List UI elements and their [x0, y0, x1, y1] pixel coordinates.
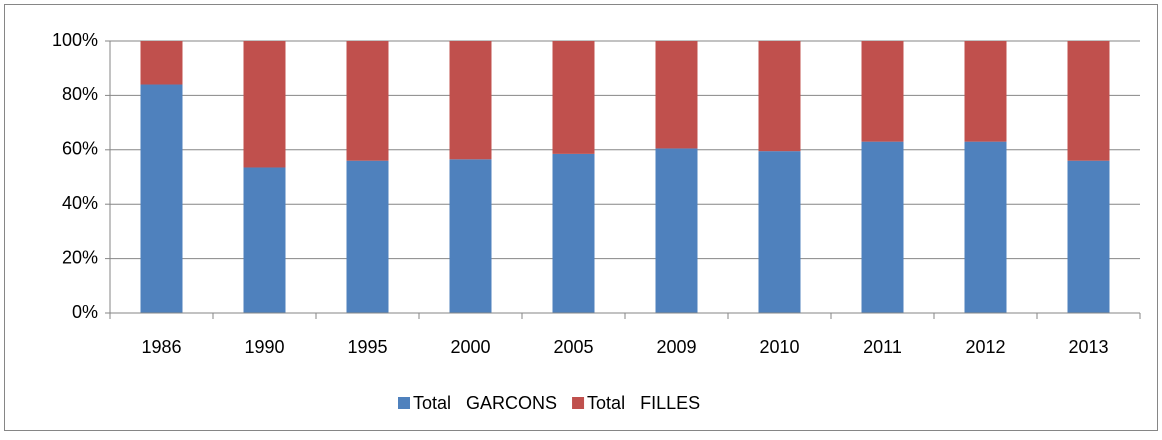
bar-segment [1067, 41, 1110, 161]
y-tick-label: 20% [62, 247, 98, 267]
bar-segment [861, 41, 904, 142]
x-tick-label: 1995 [347, 337, 387, 357]
x-tick-label: 2013 [1068, 337, 1108, 357]
bar-segment [655, 148, 698, 313]
legend-swatch [572, 397, 585, 409]
y-tick-label: 40% [62, 193, 98, 213]
y-tick-label: 80% [62, 84, 98, 104]
legend-label: Total GARCONS [413, 393, 557, 413]
x-tick-label: 2010 [759, 337, 799, 357]
bar-segment [861, 141, 904, 313]
bar-segment [346, 41, 389, 161]
bar-segment [758, 151, 801, 313]
bar-segment [964, 141, 1007, 313]
bar-segment [552, 41, 595, 154]
bar-segment [449, 159, 492, 313]
legend-label: Total FILLES [587, 393, 700, 413]
y-tick-label: 0% [72, 302, 98, 322]
bar-segment [964, 41, 1007, 142]
bar-segment [1067, 160, 1110, 313]
bar-segment [655, 41, 698, 149]
x-tick-label: 2011 [863, 337, 902, 357]
y-tick-label: 60% [62, 139, 98, 159]
bar-segment [243, 41, 286, 168]
legend-swatch [398, 397, 410, 409]
x-tick-label: 2012 [965, 337, 1005, 357]
x-tick-label: 1986 [141, 337, 181, 357]
bar-segment [346, 160, 389, 313]
y-tick-label: 100% [52, 30, 98, 50]
bar-segment [552, 153, 595, 313]
x-tick-label: 2009 [656, 337, 696, 357]
x-tick-label: 2005 [553, 337, 593, 357]
x-tick-label: 1990 [244, 337, 284, 357]
bar-segment [243, 167, 286, 313]
bar-segment [140, 84, 183, 314]
bar-segment [758, 41, 801, 152]
bar-segment [140, 41, 183, 85]
x-tick-label: 2000 [450, 337, 490, 357]
bar-segment [449, 41, 492, 160]
